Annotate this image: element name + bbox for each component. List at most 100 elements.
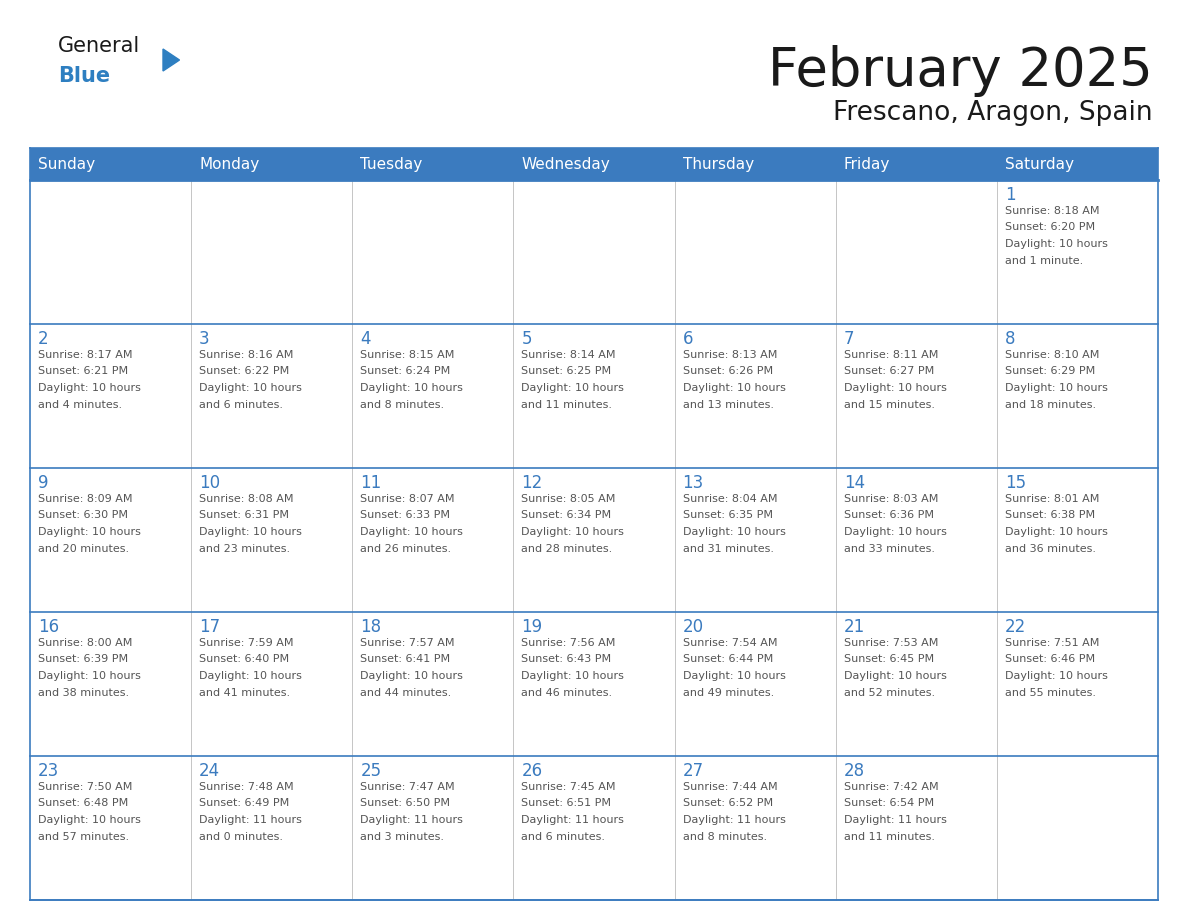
- Bar: [835, 324, 997, 468]
- Text: 12: 12: [522, 474, 543, 492]
- Text: 17: 17: [200, 618, 220, 636]
- Text: Daylight: 10 hours: Daylight: 10 hours: [200, 527, 302, 537]
- Text: and 49 minutes.: and 49 minutes.: [683, 688, 773, 698]
- Text: and 8 minutes.: and 8 minutes.: [683, 832, 766, 842]
- Bar: [997, 324, 1158, 468]
- Text: Sunrise: 7:59 AM: Sunrise: 7:59 AM: [200, 638, 293, 648]
- Text: 7: 7: [843, 330, 854, 348]
- Text: Sunset: 6:45 PM: Sunset: 6:45 PM: [843, 655, 934, 665]
- Text: Daylight: 10 hours: Daylight: 10 hours: [38, 383, 141, 393]
- Text: Sunset: 6:49 PM: Sunset: 6:49 PM: [200, 799, 290, 809]
- Text: Sunset: 6:34 PM: Sunset: 6:34 PM: [522, 510, 612, 521]
- Text: Sunrise: 8:04 AM: Sunrise: 8:04 AM: [683, 494, 777, 504]
- Text: Sunrise: 8:09 AM: Sunrise: 8:09 AM: [38, 494, 133, 504]
- Text: and 31 minutes.: and 31 minutes.: [683, 543, 773, 554]
- Bar: [997, 468, 1158, 612]
- Bar: [353, 612, 513, 756]
- Text: 6: 6: [683, 330, 693, 348]
- Text: 1: 1: [1005, 186, 1016, 204]
- Text: and 23 minutes.: and 23 minutes.: [200, 543, 290, 554]
- Text: 14: 14: [843, 474, 865, 492]
- Text: 19: 19: [522, 618, 543, 636]
- Bar: [675, 468, 835, 612]
- Bar: [675, 612, 835, 756]
- Text: Daylight: 11 hours: Daylight: 11 hours: [683, 815, 785, 825]
- Polygon shape: [163, 49, 179, 71]
- Text: 25: 25: [360, 762, 381, 780]
- Text: Tuesday: Tuesday: [360, 156, 423, 172]
- Text: Sunrise: 8:18 AM: Sunrise: 8:18 AM: [1005, 206, 1099, 216]
- Text: and 6 minutes.: and 6 minutes.: [200, 399, 283, 409]
- Bar: [675, 324, 835, 468]
- Text: and 26 minutes.: and 26 minutes.: [360, 543, 451, 554]
- Text: Daylight: 10 hours: Daylight: 10 hours: [683, 527, 785, 537]
- Text: Daylight: 10 hours: Daylight: 10 hours: [1005, 671, 1107, 681]
- Text: Sunset: 6:22 PM: Sunset: 6:22 PM: [200, 366, 290, 376]
- Text: and 52 minutes.: and 52 minutes.: [843, 688, 935, 698]
- Text: Daylight: 10 hours: Daylight: 10 hours: [200, 383, 302, 393]
- Text: 21: 21: [843, 618, 865, 636]
- Text: 10: 10: [200, 474, 220, 492]
- Text: 13: 13: [683, 474, 703, 492]
- Text: 9: 9: [38, 474, 49, 492]
- Text: Daylight: 10 hours: Daylight: 10 hours: [843, 383, 947, 393]
- Text: Daylight: 10 hours: Daylight: 10 hours: [38, 527, 141, 537]
- Bar: [835, 468, 997, 612]
- Bar: [997, 756, 1158, 900]
- Text: Sunset: 6:35 PM: Sunset: 6:35 PM: [683, 510, 772, 521]
- Text: 24: 24: [200, 762, 220, 780]
- Text: 15: 15: [1005, 474, 1026, 492]
- Text: Daylight: 11 hours: Daylight: 11 hours: [522, 815, 625, 825]
- Text: Sunrise: 7:51 AM: Sunrise: 7:51 AM: [1005, 638, 1099, 648]
- Text: and 3 minutes.: and 3 minutes.: [360, 832, 444, 842]
- Bar: [353, 468, 513, 612]
- Text: Sunset: 6:31 PM: Sunset: 6:31 PM: [200, 510, 289, 521]
- Text: Sunrise: 7:57 AM: Sunrise: 7:57 AM: [360, 638, 455, 648]
- Text: Daylight: 10 hours: Daylight: 10 hours: [843, 671, 947, 681]
- Text: 5: 5: [522, 330, 532, 348]
- Text: Daylight: 10 hours: Daylight: 10 hours: [683, 671, 785, 681]
- Text: and 20 minutes.: and 20 minutes.: [38, 543, 129, 554]
- Text: and 13 minutes.: and 13 minutes.: [683, 399, 773, 409]
- Text: and 4 minutes.: and 4 minutes.: [38, 399, 122, 409]
- Text: Sunset: 6:21 PM: Sunset: 6:21 PM: [38, 366, 128, 376]
- Bar: [30, 148, 1158, 180]
- Text: 11: 11: [360, 474, 381, 492]
- Text: Daylight: 10 hours: Daylight: 10 hours: [38, 671, 141, 681]
- Text: Blue: Blue: [58, 66, 110, 86]
- Bar: [835, 180, 997, 324]
- Text: Wednesday: Wednesday: [522, 156, 611, 172]
- Text: General: General: [58, 36, 140, 56]
- Bar: [30, 756, 191, 900]
- Text: 28: 28: [843, 762, 865, 780]
- Bar: [30, 468, 191, 612]
- Bar: [675, 180, 835, 324]
- Text: Sunset: 6:38 PM: Sunset: 6:38 PM: [1005, 510, 1095, 521]
- Text: and 33 minutes.: and 33 minutes.: [843, 543, 935, 554]
- Text: Daylight: 10 hours: Daylight: 10 hours: [522, 383, 625, 393]
- Bar: [191, 468, 353, 612]
- Text: and 15 minutes.: and 15 minutes.: [843, 399, 935, 409]
- Text: Monday: Monday: [200, 156, 259, 172]
- Text: 20: 20: [683, 618, 703, 636]
- Text: Daylight: 11 hours: Daylight: 11 hours: [843, 815, 947, 825]
- Text: and 1 minute.: and 1 minute.: [1005, 255, 1083, 265]
- Text: Daylight: 10 hours: Daylight: 10 hours: [360, 383, 463, 393]
- Text: 16: 16: [38, 618, 59, 636]
- Text: Sunrise: 7:54 AM: Sunrise: 7:54 AM: [683, 638, 777, 648]
- Text: February 2025: February 2025: [769, 45, 1154, 97]
- Text: Sunset: 6:48 PM: Sunset: 6:48 PM: [38, 799, 128, 809]
- Text: Sunrise: 8:01 AM: Sunrise: 8:01 AM: [1005, 494, 1099, 504]
- Text: 26: 26: [522, 762, 543, 780]
- Text: Daylight: 10 hours: Daylight: 10 hours: [200, 671, 302, 681]
- Text: Daylight: 10 hours: Daylight: 10 hours: [1005, 239, 1107, 249]
- Text: and 46 minutes.: and 46 minutes.: [522, 688, 613, 698]
- Text: 22: 22: [1005, 618, 1026, 636]
- Text: Sunrise: 7:56 AM: Sunrise: 7:56 AM: [522, 638, 615, 648]
- Bar: [30, 324, 191, 468]
- Text: Sunrise: 7:45 AM: Sunrise: 7:45 AM: [522, 782, 615, 792]
- Text: and 41 minutes.: and 41 minutes.: [200, 688, 290, 698]
- Text: Sunset: 6:27 PM: Sunset: 6:27 PM: [843, 366, 934, 376]
- Bar: [513, 468, 675, 612]
- Text: Sunrise: 7:44 AM: Sunrise: 7:44 AM: [683, 782, 777, 792]
